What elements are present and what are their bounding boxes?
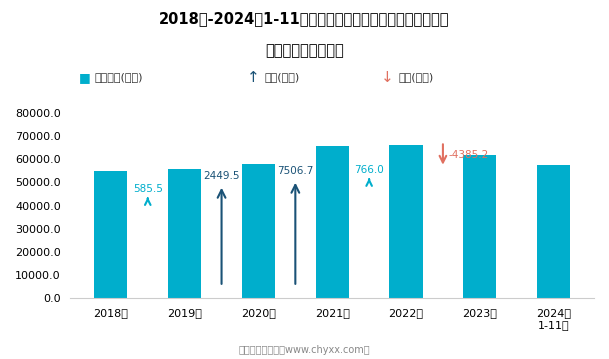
Bar (463, 155, 496, 298)
Text: -4385.2: -4385.2 (449, 149, 489, 159)
Text: 增加(亿元): 增加(亿元) (265, 72, 300, 82)
Bar (537, 165, 570, 298)
Text: 7506.7: 7506.7 (277, 166, 314, 176)
Text: 减少(亿元): 减少(亿元) (399, 72, 434, 82)
Text: ↓: ↓ (381, 70, 393, 85)
Bar (168, 169, 201, 298)
Text: ■: ■ (79, 71, 91, 84)
Bar (315, 146, 349, 298)
Text: 766.0: 766.0 (354, 165, 384, 175)
Text: 造业出口货值统计图: 造业出口货值统计图 (265, 43, 344, 58)
Text: 2449.5: 2449.5 (203, 171, 240, 181)
Text: ↑: ↑ (247, 70, 259, 85)
Text: 585.5: 585.5 (133, 184, 163, 194)
Text: 制图：智研咨询（www.chyxx.com）: 制图：智研咨询（www.chyxx.com） (239, 345, 370, 355)
Bar (389, 145, 423, 298)
Text: 出口货值(亿元): 出口货值(亿元) (94, 72, 143, 82)
Bar (242, 164, 275, 298)
Bar (94, 171, 127, 298)
Text: 2018年-2024年1-11月全国计算机、通信和其他电子设备制: 2018年-2024年1-11月全国计算机、通信和其他电子设备制 (159, 11, 450, 26)
